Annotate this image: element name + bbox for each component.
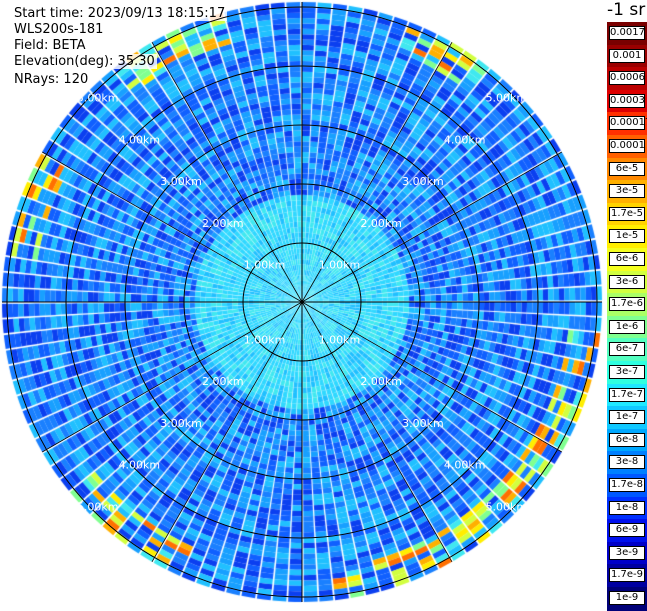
colorbar-tick-label: 1e-6	[609, 319, 645, 334]
colorbar-tick-label: 1.7e-7	[609, 387, 645, 402]
azimuth-spoke	[301, 301, 563, 453]
colorbar-unit-label: -1 sr	[607, 0, 646, 20]
azimuth-spoke	[41, 151, 303, 303]
nrays-label: NRays: 120	[12, 72, 91, 87]
colorbar-swatch: 6e-8	[607, 428, 647, 453]
colorbar-swatch: 6e-7	[607, 338, 647, 362]
azimuth-spoke	[151, 41, 303, 303]
colorbar-swatch: 0.00017	[607, 112, 647, 136]
colorbar-swatch: 1e-6	[607, 315, 647, 340]
azimuth-spoke	[301, 151, 563, 303]
azimuth-spoke	[151, 301, 303, 563]
range-ring-label: 4.00km	[444, 459, 486, 472]
colorbar-tick-label: 3e-6	[609, 274, 645, 289]
range-ring-label: 5.00km	[77, 500, 119, 513]
colorbar-tick-label: 0.0001	[609, 139, 645, 153]
colorbar-swatch: 6e-5	[607, 157, 647, 182]
azimuth-spoke	[301, 41, 453, 303]
range-ring-label: 2.00km	[360, 217, 402, 230]
colorbar-swatch: 3e-6	[607, 270, 647, 295]
colorbar-tick-label: 3e-7	[609, 365, 645, 379]
colorbar-swatch: 0.0001	[607, 135, 647, 159]
colorbar-swatch: 0.0006	[607, 67, 647, 91]
range-ring-label: 1.00km	[319, 259, 361, 272]
colorbar-swatch: 0.001	[607, 44, 647, 69]
colorbar-swatch: 6e-9	[607, 519, 647, 543]
range-ring-label: 1.00km	[244, 259, 286, 272]
colorbar-tick-label: 1.7e-8	[609, 478, 645, 492]
colorbar-swatch: 1.7e-5	[607, 202, 647, 227]
range-ring-label: 4.00km	[444, 133, 486, 146]
colorbar-tick-label: 0.001	[609, 48, 645, 63]
range-ring-label: 5.00km	[486, 500, 528, 513]
colorbar-swatch: 1e-7	[607, 406, 647, 430]
start-time-label: Start time: 2023/09/13 18:15:17	[12, 6, 228, 21]
range-ring-label: 3.00km	[402, 417, 444, 430]
colorbar-swatch: 3e-8	[607, 451, 647, 475]
colorbar-tick-label: 1.7e-5	[609, 206, 645, 221]
colorbar-tick-label: 1e-8	[609, 500, 645, 515]
colorbar-swatch: 0.0003	[607, 89, 647, 114]
colorbar-tick-label: 3e-9	[609, 545, 645, 560]
range-ring-label: 1.00km	[244, 333, 286, 346]
colorbar-swatch: 1e-9	[607, 587, 647, 611]
colorbar-tick-label: 6e-9	[609, 523, 645, 538]
colorbar-tick-label: 6e-5	[609, 161, 645, 176]
range-ring-label: 3.00km	[160, 175, 202, 188]
colorbar-swatch: 1.7e-8	[607, 474, 647, 498]
colorbar-tick-label: 1e-5	[609, 229, 645, 244]
range-ring-label: 4.00km	[119, 459, 161, 472]
colorbar-tick-label: 0.00017	[609, 116, 647, 131]
colorbar-tick-label: 6e-7	[609, 342, 645, 357]
colorbar-swatch: 6e-6	[607, 248, 647, 272]
field-label: Field: BETA	[12, 38, 88, 53]
instrument-label: WLS200s-181	[12, 22, 106, 37]
range-ring-label: 1.00km	[319, 333, 361, 346]
colorbar-tick-label: 1.7e-9	[609, 568, 645, 583]
colorbar-tick-label: 3e-5	[609, 184, 645, 199]
colorbar-tick-label: 0.0017	[609, 26, 645, 40]
azimuth-spoke	[301, 301, 453, 563]
colorbar-swatch: 3e-5	[607, 180, 647, 204]
elevation-label: Elevation(deg): 35.30	[12, 54, 157, 69]
colorbar-tick-label: 0.0006	[609, 71, 645, 86]
colorbar-tick-label: 1e-9	[609, 591, 645, 605]
colorbar-tick-label: 0.0003	[609, 93, 645, 108]
colorbar: 0.0017 0.001 0.0006 0.0003 0.00017 0.0001 6e-5…	[607, 22, 647, 611]
range-ring-label: 3.00km	[402, 175, 444, 188]
range-ring-label: 3.00km	[160, 417, 202, 430]
range-ring-label: 2.00km	[202, 217, 244, 230]
colorbar-swatch: 0.0017	[607, 22, 647, 46]
colorbar-swatch: 1.7e-6	[607, 293, 647, 317]
colorbar-tick-label: 3e-8	[609, 455, 645, 470]
range-ring-label: 5.00km	[77, 92, 119, 105]
colorbar-tick-label: 6e-6	[609, 252, 645, 266]
range-ring-label: 2.00km	[360, 375, 402, 388]
colorbar-tick-label: 1.7e-6	[609, 297, 645, 312]
colorbar-tick-label: 1e-7	[609, 410, 645, 425]
colorbar-swatch: 3e-9	[607, 541, 647, 566]
azimuth-spoke	[41, 301, 303, 453]
colorbar-tick-label: 6e-8	[609, 432, 645, 447]
range-ring-label: 5.00km	[486, 92, 528, 105]
colorbar-swatch: 1e-8	[607, 496, 647, 521]
colorbar-swatch: 1e-5	[607, 225, 647, 249]
range-ring-label: 4.00km	[119, 133, 161, 146]
colorbar-swatch: 3e-7	[607, 361, 647, 385]
colorbar-swatch: 1.7e-9	[607, 564, 647, 588]
colorbar-swatch: 1.7e-7	[607, 383, 647, 408]
range-ring-label: 2.00km	[202, 375, 244, 388]
